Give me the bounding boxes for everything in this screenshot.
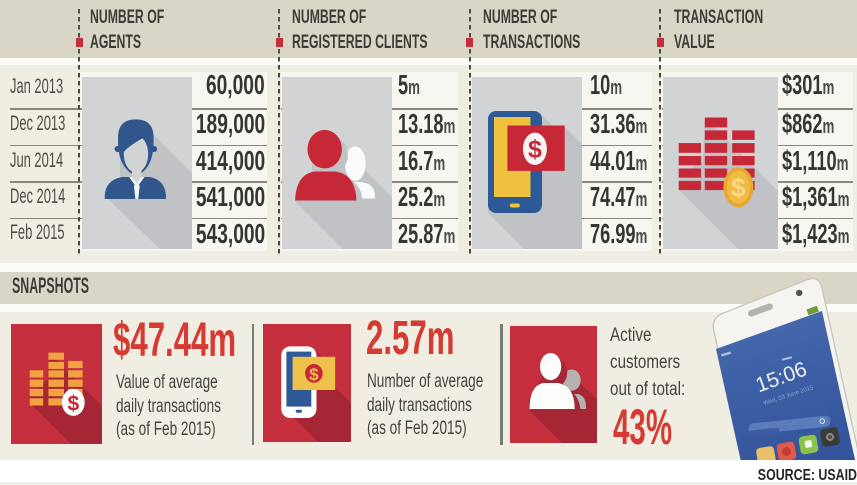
svg-text:$: $ <box>309 365 319 384</box>
svg-text:$: $ <box>731 173 746 203</box>
svg-text:$: $ <box>67 393 79 416</box>
svg-text:$: $ <box>528 136 542 164</box>
